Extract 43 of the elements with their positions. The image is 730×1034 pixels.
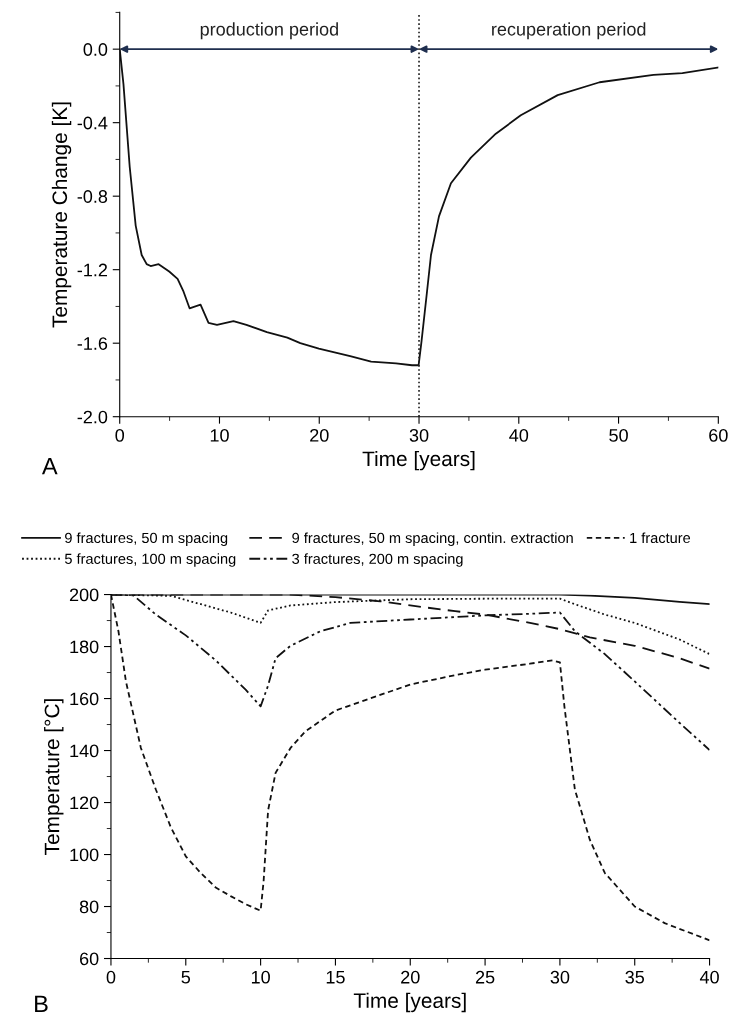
x-tick-label: 40 xyxy=(509,428,529,442)
legend-label: 1 fracture xyxy=(630,532,691,544)
y-tick-label: 80 xyxy=(79,900,99,914)
text: A xyxy=(41,458,58,475)
x-tick-label: 35 xyxy=(625,970,645,984)
x-axis-title: Time [years] xyxy=(353,992,466,1013)
x-tick-label: 50 xyxy=(609,428,628,442)
x-tick-label: 15 xyxy=(326,970,345,984)
y-axis-title: Temperature [°C] xyxy=(44,699,64,855)
legend-label: 5 fractures, 100 m spacing xyxy=(64,553,236,567)
x-tick-label: 40 xyxy=(699,970,719,984)
y-tick-label: 140 xyxy=(70,744,99,758)
x-tick-label: 20 xyxy=(310,428,329,442)
y-tick-label: -1.6 xyxy=(77,337,108,350)
x-tick-label: 10 xyxy=(251,970,270,984)
x-tick-label: 60 xyxy=(709,428,728,442)
y-tick-label: 120 xyxy=(70,796,99,810)
y-tick-label: 200 xyxy=(69,588,99,602)
legend-label: 9 fractures, 50 m spacing xyxy=(65,532,228,546)
y-axis-title: Temperature Change [K] xyxy=(51,102,72,328)
x-tick-label: 5 xyxy=(181,970,191,984)
y-tick-label: 0.0 xyxy=(83,43,108,56)
text: B xyxy=(35,995,48,1013)
x-axis-title: Time [years] xyxy=(362,450,475,471)
y-tick-label: 180 xyxy=(70,640,99,654)
y-tick-label: -0.4 xyxy=(77,116,108,130)
y-tick-label: 60 xyxy=(79,952,99,966)
x-tick-label: 20 xyxy=(401,970,420,984)
x-tick-label: 25 xyxy=(475,970,495,984)
x-tick-label: 0 xyxy=(115,428,125,442)
x-tick-label: 0 xyxy=(106,970,116,984)
annotation: recuperation period xyxy=(492,22,646,40)
y-tick-label: -0.8 xyxy=(77,190,108,203)
legend-label: 9 fractures, 50 m spacing, contin. extraction xyxy=(292,532,573,546)
x-tick-label: 10 xyxy=(210,428,229,442)
y-tick-label: -1.2 xyxy=(77,263,108,277)
y-tick-label: 160 xyxy=(70,692,99,706)
y-tick-label: -2.0 xyxy=(77,410,108,424)
annotation: production period xyxy=(200,22,338,40)
x-tick-label: 30 xyxy=(409,428,429,442)
x-tick-label: 30 xyxy=(550,970,570,984)
y-tick-label: 100 xyxy=(70,848,99,862)
legend-label: 3 fractures, 200 m spacing xyxy=(292,553,463,567)
